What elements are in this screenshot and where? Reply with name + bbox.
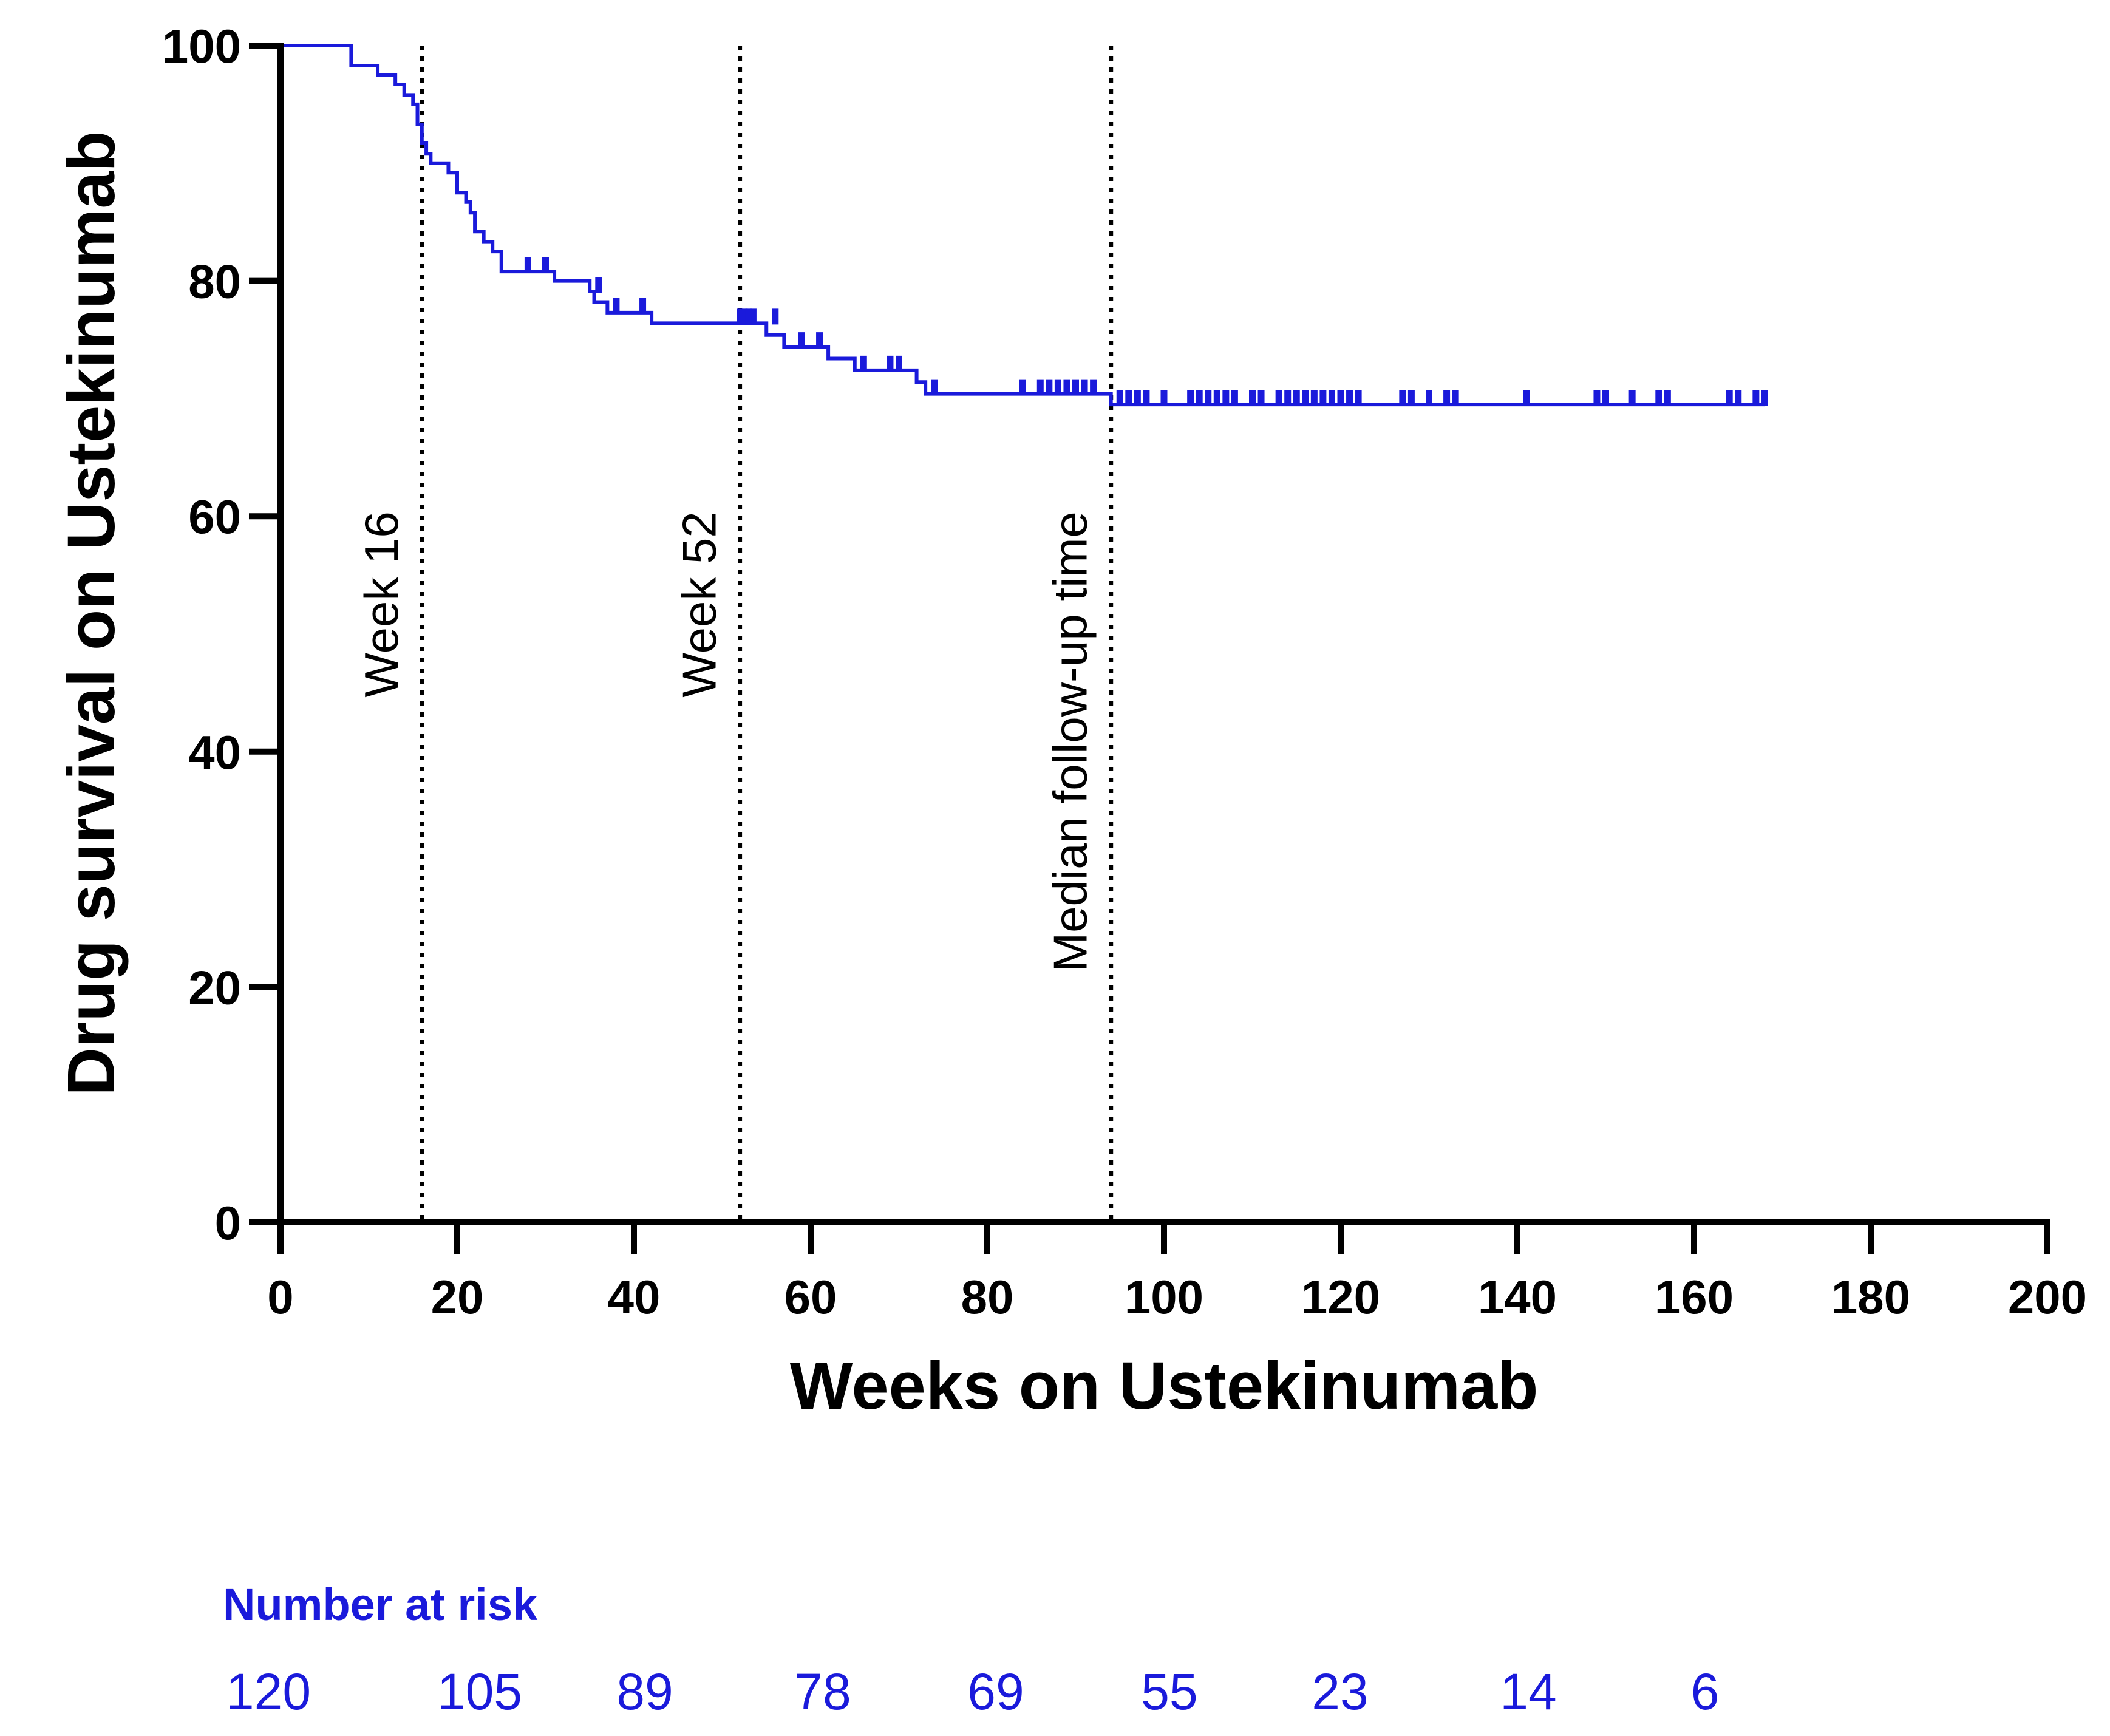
- survival-curve-layer: [281, 44, 1765, 407]
- risk-value: 89: [616, 1663, 673, 1720]
- x-tick-label: 140: [1478, 1270, 1557, 1324]
- y-tick-label: 20: [188, 961, 241, 1014]
- risk-value: 69: [967, 1663, 1024, 1720]
- risk-value: 105: [437, 1663, 522, 1720]
- reference-line-label: Week 16: [355, 511, 408, 697]
- x-tick-label: 60: [784, 1270, 837, 1324]
- y-tick-label: 40: [188, 726, 241, 779]
- ticks: 0 20 40 60 80 100 120 140 160 180 200 0 20 40 60 80 100: [162, 19, 2087, 1324]
- reference-line-label: Week 52: [673, 511, 726, 697]
- reference-line-label: Median follow-up time: [1044, 511, 1097, 972]
- x-tick-label: 80: [961, 1270, 1014, 1324]
- risk-table-values: 120 105 89 78 69 55 23 14 6: [226, 1663, 1719, 1720]
- risk-table-title: Number at risk: [223, 1579, 538, 1630]
- x-tick-label: 200: [2008, 1270, 2087, 1324]
- x-tick-label: 40: [608, 1270, 661, 1324]
- risk-value: 14: [1500, 1663, 1556, 1720]
- x-tick-label: 180: [1831, 1270, 1910, 1324]
- risk-value: 78: [794, 1663, 851, 1720]
- x-tick-label: 100: [1125, 1270, 1203, 1324]
- x-axis-title: Weeks on Ustekinumab: [790, 1349, 1539, 1423]
- risk-value: 6: [1691, 1663, 1720, 1720]
- risk-value: 23: [1312, 1663, 1368, 1720]
- y-tick-label: 0: [215, 1196, 241, 1250]
- x-tick-label: 20: [431, 1270, 484, 1324]
- risk-value: 120: [226, 1663, 311, 1720]
- x-tick-label: 120: [1301, 1270, 1380, 1324]
- y-tick-label: 100: [162, 19, 241, 73]
- reference-lines: Week 16 Week 52 Median follow-up time: [355, 46, 1114, 1222]
- y-tick-label: 80: [188, 255, 241, 308]
- x-tick-label: 160: [1655, 1270, 1734, 1324]
- censor-marks: [524, 257, 1768, 406]
- risk-value: 55: [1141, 1663, 1197, 1720]
- y-axis-title: Drug survival on Ustekinumab: [54, 131, 129, 1095]
- y-tick-label: 60: [188, 490, 241, 543]
- axes: [277, 43, 2050, 1225]
- x-tick-label: 0: [267, 1270, 293, 1324]
- survival-curve: [281, 44, 1765, 407]
